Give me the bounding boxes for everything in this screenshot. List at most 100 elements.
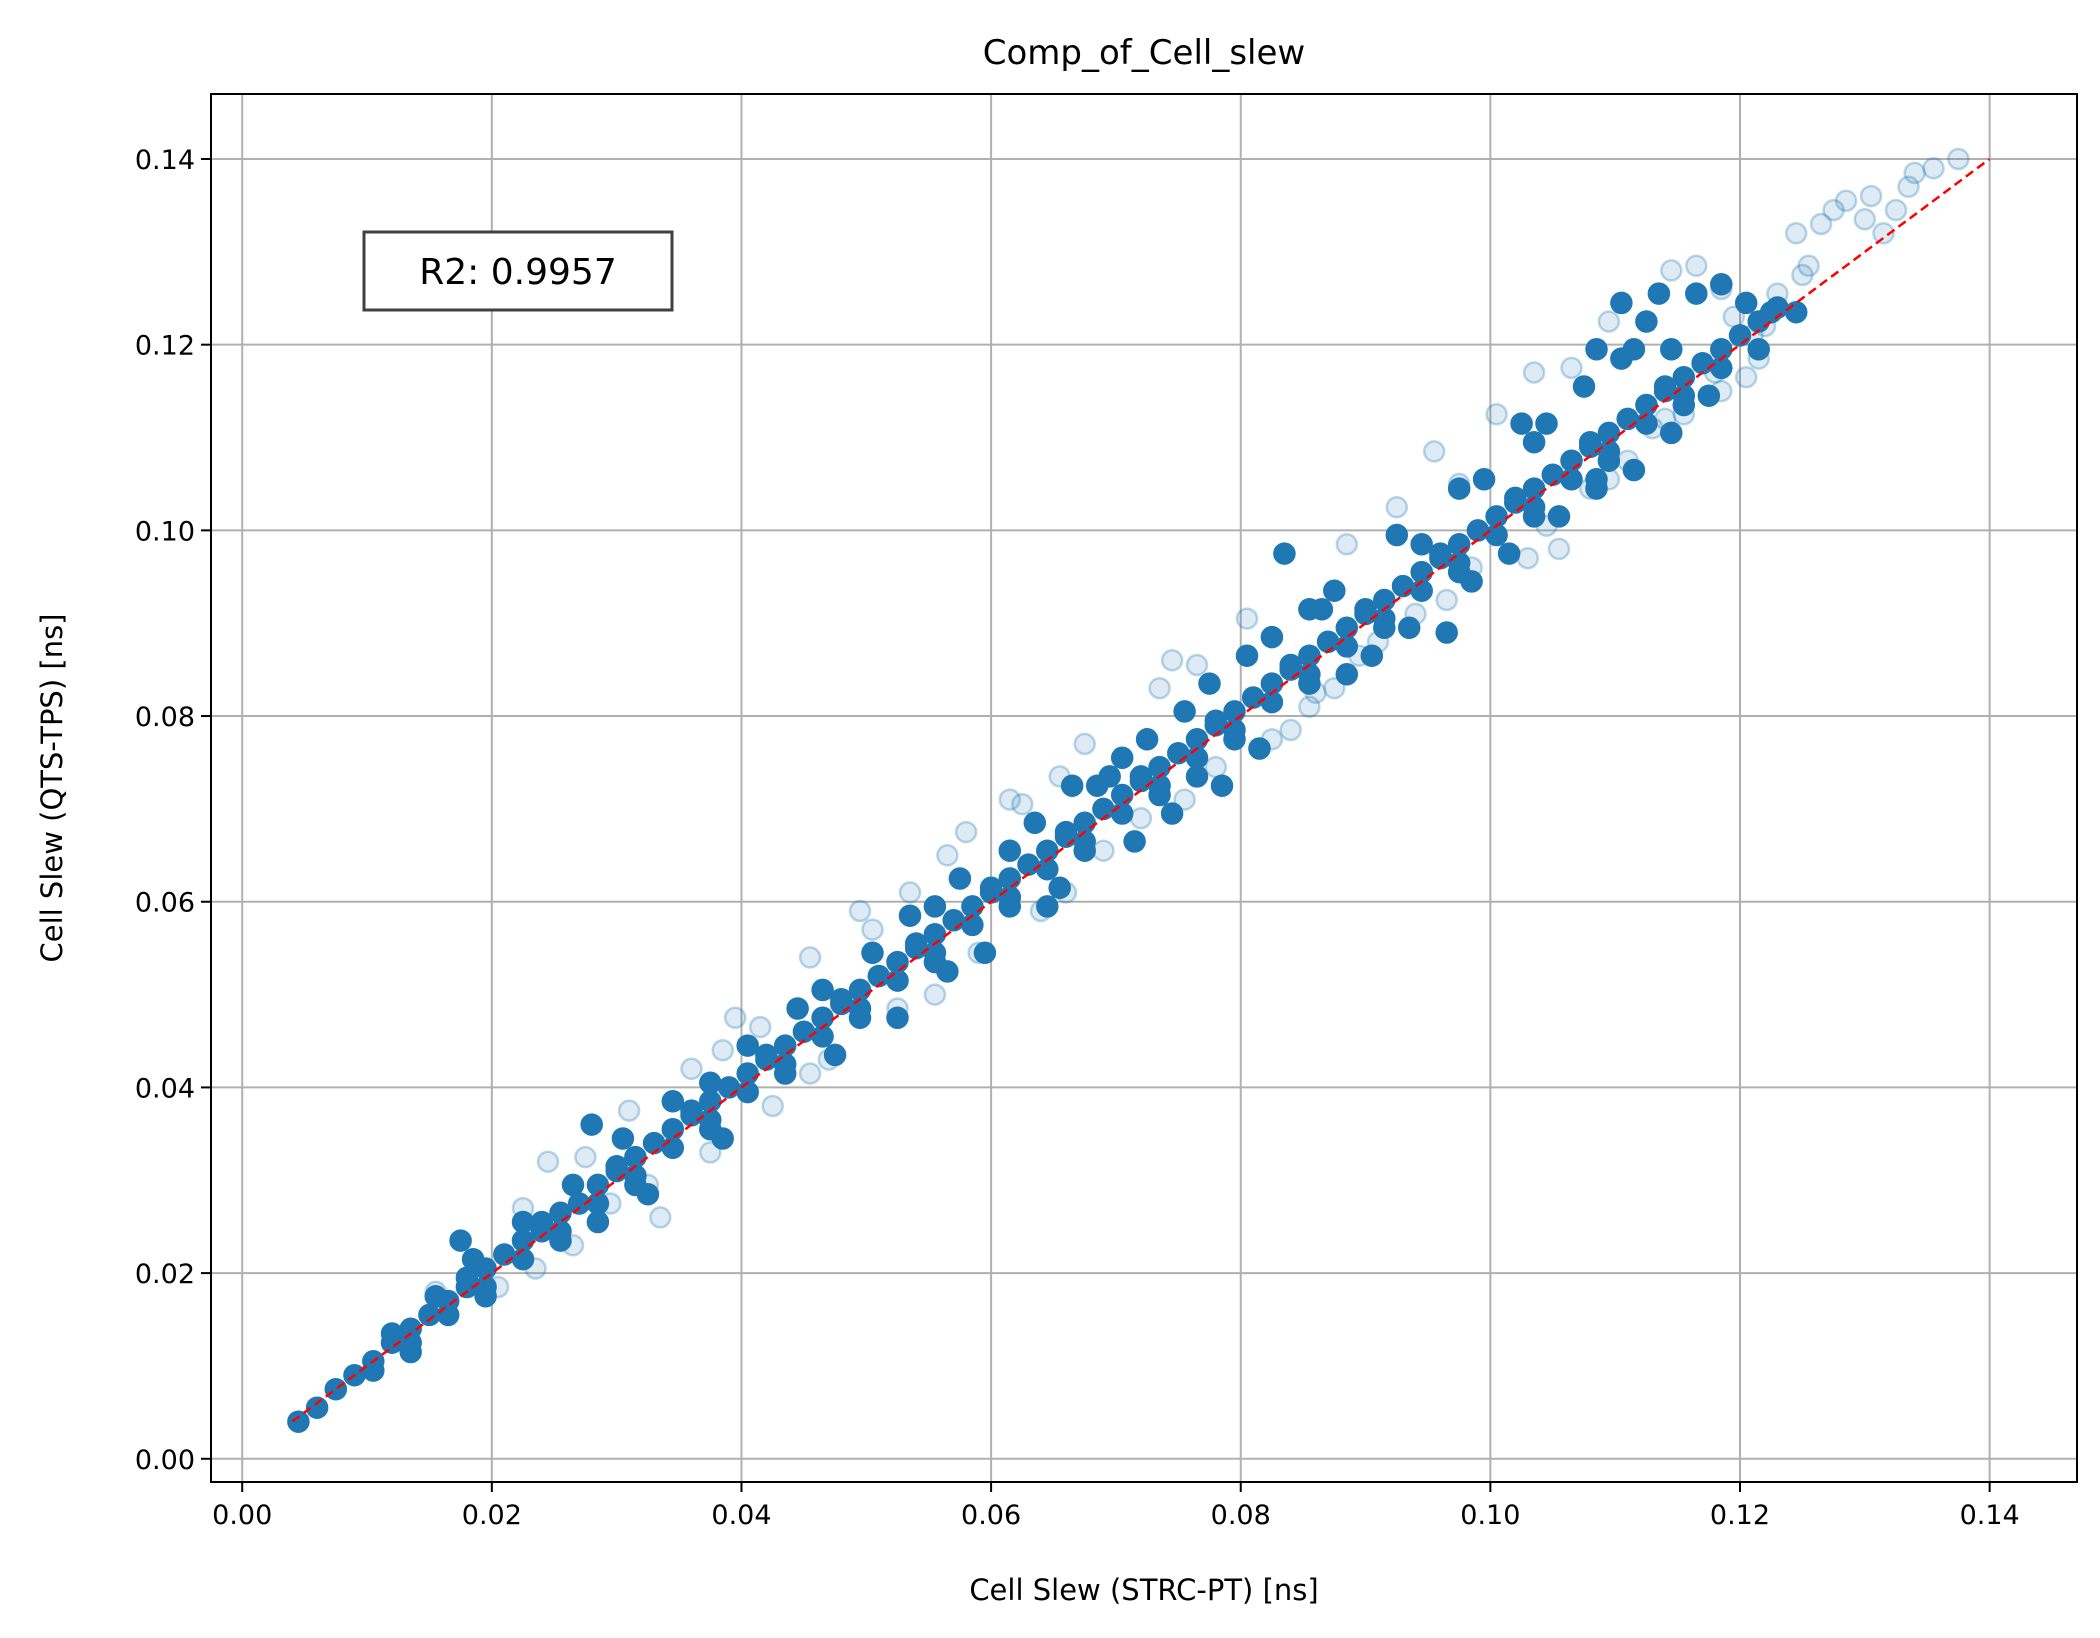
data-point (449, 1229, 472, 1252)
data-point (1597, 421, 1621, 445)
data-point (798, 946, 822, 969)
annotation-text: R2: 0.9957 (419, 252, 616, 293)
data-point (1335, 533, 1359, 556)
data-point (636, 1182, 660, 1206)
data-point (748, 1015, 772, 1039)
data-point (861, 918, 884, 941)
data-point (811, 1006, 834, 1030)
data-point (1279, 718, 1302, 742)
data-point (736, 1080, 759, 1104)
data-point (923, 922, 947, 946)
y-tick-label: 0.04 (135, 1073, 195, 1104)
data-point (699, 1090, 722, 1113)
data-point (1429, 542, 1452, 565)
data-point (642, 1131, 666, 1155)
data-point (1597, 310, 1621, 333)
data-point (1335, 616, 1359, 640)
data-point (973, 941, 997, 965)
data-point (786, 997, 809, 1020)
data-point (1734, 291, 1758, 315)
data-point (1410, 533, 1433, 556)
data-point (1822, 198, 1845, 222)
r2-annotation: R2: 0.9957 (362, 230, 674, 312)
data-point (1036, 839, 1059, 862)
data-point (1354, 598, 1377, 621)
data-point (1466, 519, 1490, 542)
data-point (699, 1071, 722, 1095)
data-point (530, 1210, 554, 1234)
data-point (904, 932, 928, 955)
data-point (1947, 147, 1970, 171)
data-point (1110, 802, 1134, 825)
data-point (1316, 630, 1340, 654)
y-tick-label: 0.00 (135, 1445, 195, 1476)
data-point (611, 1127, 635, 1150)
data-point (1660, 421, 1683, 445)
data-point (998, 895, 1022, 918)
data-point (1260, 672, 1284, 695)
data-point (1148, 755, 1171, 779)
data-point (1622, 458, 1646, 482)
data-point (773, 1062, 797, 1085)
chart-title: Comp_of_Cell_slew (983, 33, 1305, 73)
data-point (1510, 412, 1533, 435)
data-point (1204, 709, 1228, 732)
y-tick-label: 0.06 (135, 888, 195, 919)
data-point (1610, 291, 1633, 315)
data-point (1460, 570, 1483, 593)
data-point (1497, 542, 1521, 565)
data-point (561, 1173, 585, 1197)
data-point (1859, 184, 1883, 208)
y-tick-label: 0.12 (135, 331, 195, 362)
data-point (961, 895, 984, 918)
data-point (1235, 607, 1259, 630)
data-point (1248, 737, 1271, 760)
data-point (1173, 788, 1196, 811)
data-point (1572, 375, 1596, 398)
data-point (649, 1206, 672, 1229)
data-point (886, 969, 909, 992)
data-point (1616, 407, 1639, 431)
data-point (1110, 783, 1134, 807)
data-point (1017, 853, 1040, 876)
data-point (1653, 375, 1677, 398)
data-point (979, 876, 1003, 900)
x-tick-label: 0.10 (1460, 1500, 1520, 1531)
data-point (424, 1285, 447, 1308)
data-point (1148, 783, 1171, 807)
data-point (1011, 792, 1034, 816)
data-point (1036, 857, 1059, 881)
data-point (455, 1266, 479, 1289)
data-point (1710, 356, 1733, 380)
data-point (755, 1043, 778, 1067)
data-point (511, 1229, 535, 1252)
data-point (1210, 774, 1234, 797)
data-point (1485, 505, 1508, 528)
data-point (1198, 672, 1221, 695)
data-point (1129, 765, 1153, 788)
data-point (848, 978, 872, 1002)
data-point (848, 1006, 872, 1030)
data-point (1410, 579, 1433, 602)
data-point (1660, 338, 1683, 361)
data-point (699, 1141, 722, 1164)
data-point (811, 978, 834, 1002)
data-point (1435, 588, 1458, 612)
data-point (680, 1057, 703, 1081)
data-point (362, 1359, 385, 1382)
data-point (399, 1340, 422, 1364)
x-axis-ticks: 0.00 0.02 0.04 0.06 0.08 0.10 0.12 0.14 (212, 1482, 2020, 1531)
data-point (1204, 755, 1228, 779)
data-point (1323, 676, 1346, 700)
data-point (549, 1229, 572, 1252)
data-point (1335, 635, 1359, 658)
data-point (1884, 198, 1908, 222)
data-point (661, 1090, 685, 1113)
x-tick-label: 0.14 (1960, 1500, 2020, 1531)
data-point (923, 983, 947, 1006)
data-point (536, 1150, 560, 1173)
data-point (1541, 463, 1565, 486)
y-tick-label: 0.08 (135, 702, 195, 733)
data-point (761, 1094, 784, 1118)
